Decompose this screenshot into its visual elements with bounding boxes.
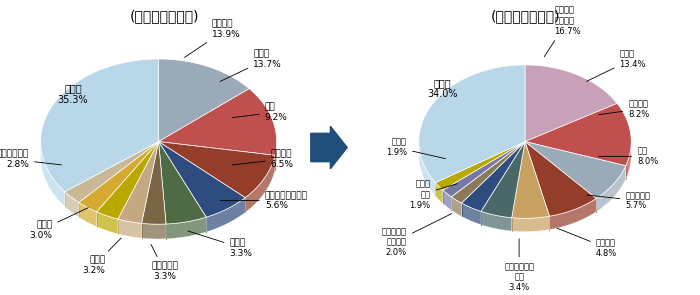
Polygon shape	[419, 145, 435, 196]
Polygon shape	[461, 203, 481, 225]
Text: 文具類
3.2%: 文具類 3.2%	[83, 238, 121, 275]
Text: その他
34.0%: その他 34.0%	[427, 78, 458, 99]
Text: 電気製品
8.2%: 電気製品 8.2%	[598, 99, 650, 119]
Polygon shape	[481, 212, 512, 231]
Polygon shape	[141, 223, 166, 239]
Polygon shape	[97, 142, 159, 219]
Text: 医薬品
13.7%: 医薬品 13.7%	[220, 49, 281, 81]
Text: 玩具類
3.3%: 玩具類 3.3%	[188, 231, 253, 258]
Text: コンピュータ
製品
3.4%: コンピュータ 製品 3.4%	[504, 239, 534, 292]
Polygon shape	[461, 142, 525, 212]
Text: 身辺細貨類
3.3%: 身辺細貨類 3.3%	[151, 244, 178, 281]
Polygon shape	[452, 142, 525, 203]
Text: 衣類
9.2%: 衣類 9.2%	[232, 102, 288, 122]
Polygon shape	[166, 217, 206, 239]
Polygon shape	[159, 142, 245, 217]
Polygon shape	[275, 142, 276, 170]
Text: コンピュータ製品
5.6%: コンピュータ製品 5.6%	[220, 191, 308, 210]
Polygon shape	[626, 142, 631, 179]
Polygon shape	[245, 155, 275, 212]
Text: (令和５年上半期): (令和５年上半期)	[490, 9, 560, 23]
Polygon shape	[65, 192, 79, 217]
Text: 医薬品
13.4%: 医薬品 13.4%	[587, 49, 646, 81]
Polygon shape	[97, 212, 118, 234]
Polygon shape	[512, 216, 550, 232]
Text: その他
35.3%: その他 35.3%	[57, 83, 88, 105]
Polygon shape	[79, 142, 159, 212]
Text: 布製品
3.0%: 布製品 3.0%	[29, 208, 88, 240]
Polygon shape	[525, 103, 631, 166]
Text: 紙製品
1.9%: 紙製品 1.9%	[386, 138, 446, 159]
Polygon shape	[512, 142, 550, 218]
Text: 電気製品
13.9%: 電気製品 13.9%	[185, 20, 241, 58]
Polygon shape	[442, 142, 525, 197]
Polygon shape	[79, 202, 97, 227]
Text: 身辺細
貨類
1.9%: 身辺細 貨類 1.9%	[410, 180, 457, 210]
Polygon shape	[452, 197, 461, 216]
Polygon shape	[159, 142, 206, 224]
Polygon shape	[65, 142, 159, 202]
Text: バッグ類
6.5%: バッグ類 6.5%	[232, 150, 294, 169]
Polygon shape	[118, 219, 141, 238]
Polygon shape	[525, 65, 617, 142]
Polygon shape	[525, 142, 596, 216]
Polygon shape	[206, 198, 245, 232]
Polygon shape	[481, 142, 525, 218]
Polygon shape	[550, 199, 596, 230]
Text: バッグ類
4.8%: バッグ類 4.8%	[557, 228, 617, 258]
Polygon shape	[442, 190, 452, 210]
Polygon shape	[596, 166, 626, 212]
Text: 衣類
8.0%: 衣類 8.0%	[598, 147, 658, 166]
Polygon shape	[159, 142, 275, 198]
Polygon shape	[141, 142, 166, 224]
Polygon shape	[41, 143, 65, 206]
FancyArrow shape	[311, 126, 347, 169]
Polygon shape	[525, 142, 626, 199]
Text: 自動車付属品
2.8%: 自動車付属品 2.8%	[0, 150, 62, 169]
Polygon shape	[159, 59, 249, 142]
Text: 携帯電話及
び付属品
2.0%: 携帯電話及 び付属品 2.0%	[382, 214, 452, 257]
Polygon shape	[419, 65, 525, 183]
Polygon shape	[41, 59, 159, 192]
Polygon shape	[159, 89, 276, 155]
Text: 煙草及び
喫煙用具
16.7%: 煙草及び 喫煙用具 16.7%	[544, 6, 581, 57]
Polygon shape	[118, 142, 159, 223]
Text: 家庭用雑貨
5.7%: 家庭用雑貨 5.7%	[587, 191, 650, 210]
Polygon shape	[435, 183, 442, 203]
Polygon shape	[435, 142, 525, 190]
Text: (令和４年上半期): (令和４年上半期)	[130, 9, 200, 23]
